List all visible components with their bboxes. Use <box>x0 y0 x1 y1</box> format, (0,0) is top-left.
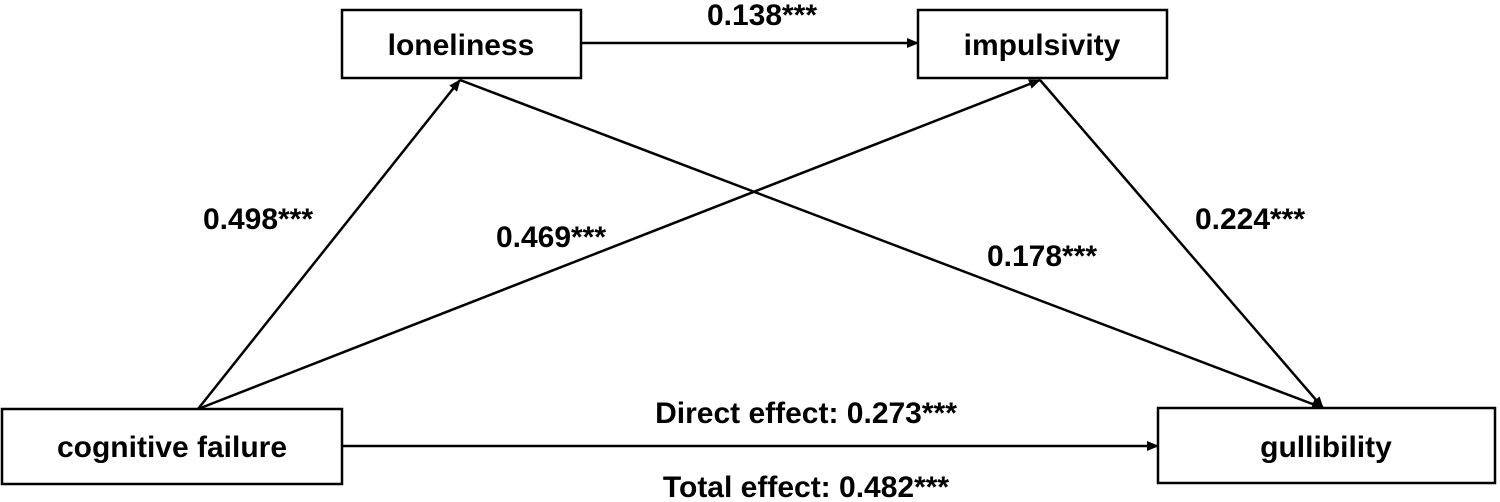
path-label-loneliness-impulsivity: 0.138*** <box>707 0 817 32</box>
direct-effect-label: Direct effect: 0.273*** <box>655 397 957 430</box>
path-label-loneliness-gullibility: 0.178*** <box>987 240 1097 273</box>
node-loneliness-label: loneliness <box>388 29 535 62</box>
edge-cognitive-failure-to-loneliness <box>197 79 461 410</box>
total-effect-label: Total effect: 0.482*** <box>663 471 950 502</box>
node-loneliness <box>340 8 583 80</box>
edge-cognitive-failure-to-impulsivity <box>197 78 1041 411</box>
path-label-cognitive-failure-loneliness: 0.498*** <box>203 203 313 236</box>
node-gullibility-label: gullibility <box>1260 431 1392 464</box>
edge-impulsivity-to-gullibility <box>1039 79 1324 409</box>
node-impulsivity <box>916 8 1169 80</box>
node-gullibility <box>1156 406 1497 485</box>
node-impulsivity-label: impulsivity <box>964 29 1121 62</box>
path-label-cognitive-failure-impulsivity: 0.469*** <box>496 221 606 254</box>
node-cognitive-failure <box>0 407 344 486</box>
node-cognitive-failure-label: cognitive failure <box>57 431 287 464</box>
edge-loneliness-to-gullibility <box>459 78 1324 410</box>
path-label-impulsivity-gullibility: 0.224*** <box>1195 203 1305 236</box>
